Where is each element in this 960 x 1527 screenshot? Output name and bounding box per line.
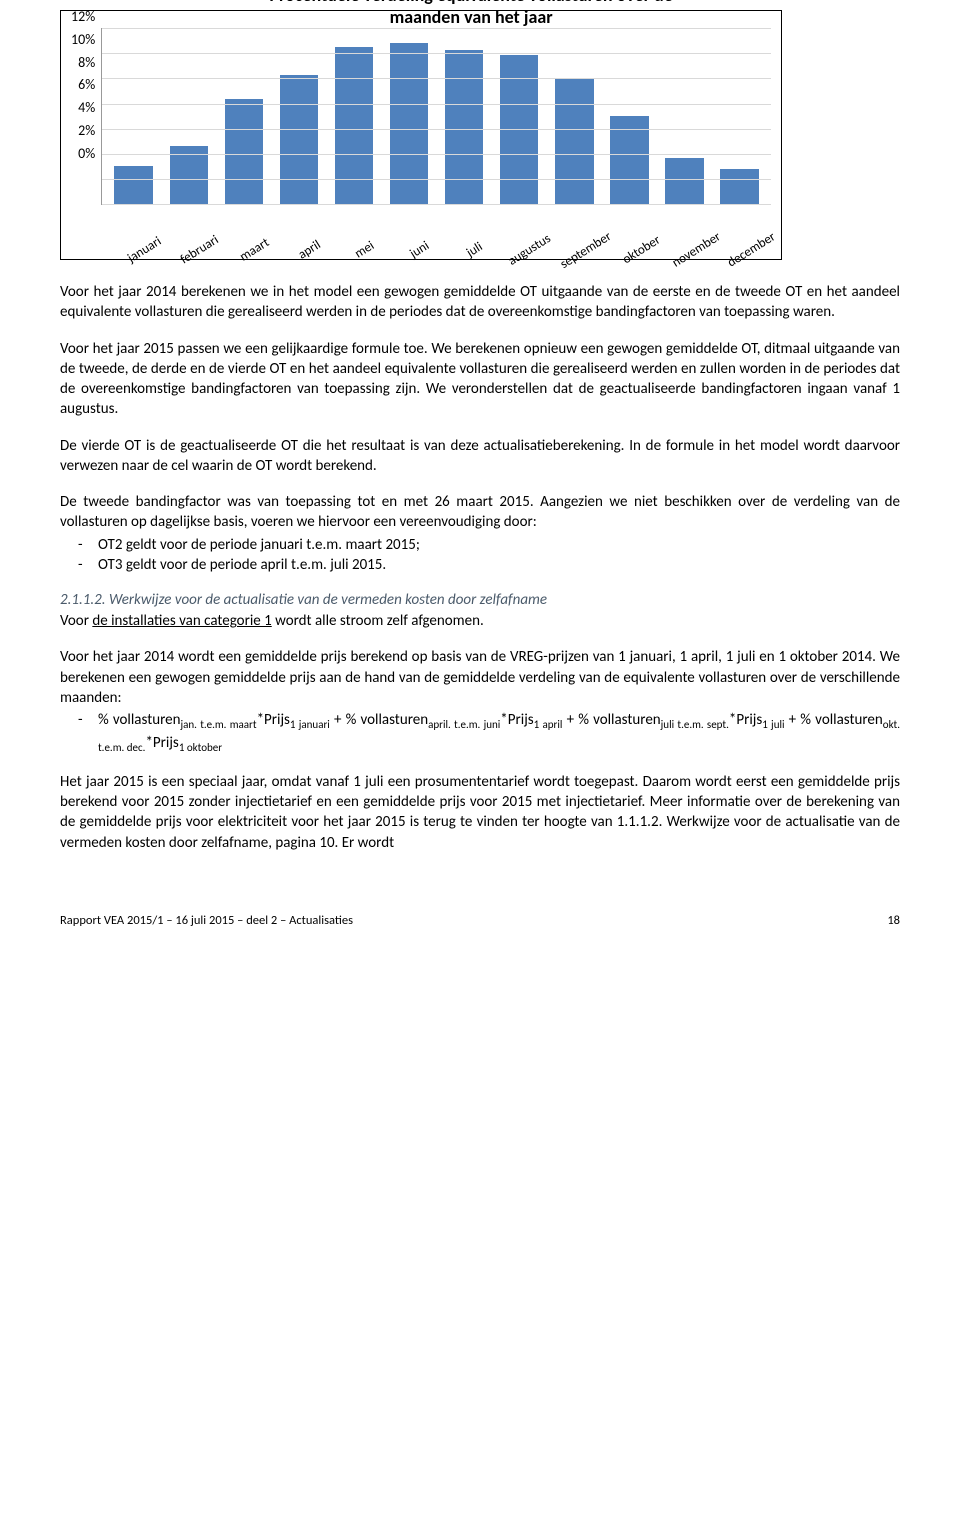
y-tick-label: 8% xyxy=(78,56,95,70)
bar-slot xyxy=(271,28,326,204)
y-tick-label: 2% xyxy=(78,124,95,138)
x-tick-label: augustus xyxy=(502,229,557,271)
subscript: 1 juli xyxy=(762,718,784,731)
x-tick-label: juli xyxy=(447,229,502,271)
page: 14% 12% 10% 8% 6% 4% 2% 0% Procentuele verdelin… xyxy=(0,0,960,968)
list-item: % vollasturenjan. t.e.m. maart*Prijs1 ja… xyxy=(98,710,900,756)
subscript: jan. t.e.m. maart xyxy=(180,718,256,731)
footer-page-number: 18 xyxy=(887,913,900,928)
gridline xyxy=(102,28,771,29)
chart-bar xyxy=(280,75,319,204)
chart-bar xyxy=(225,99,264,205)
paragraph: Voor het jaar 2014 wordt een gemiddelde … xyxy=(60,647,900,708)
paragraph: De tweede bandingfactor was van toepassi… xyxy=(60,492,900,533)
text: Voor xyxy=(60,612,92,630)
gridline xyxy=(102,104,771,105)
page-footer: Rapport VEA 2015/1 – 16 juli 2015 – deel… xyxy=(60,913,900,928)
chart-title: Procentuele verdeling equivalente vollas… xyxy=(171,0,771,28)
x-tick-label: september xyxy=(558,229,614,272)
chart-bar xyxy=(170,146,209,204)
underlined-text: de installaties van categorie 1 xyxy=(92,612,271,630)
bar-slot xyxy=(106,28,161,204)
text: *Prijs xyxy=(257,711,290,729)
gridline xyxy=(102,204,771,205)
text: *Prijs xyxy=(145,734,178,752)
x-tick-label: januari xyxy=(118,229,173,271)
bullet-list: OT2 geldt voor de periode januari t.e.m.… xyxy=(60,535,900,576)
chart-title-line2: maanden van het jaar xyxy=(390,6,553,28)
chart-container: 14%12%10%8%6%4%2%0% Procentuele verdelin… xyxy=(60,10,782,260)
bar-slot xyxy=(657,28,712,204)
chart-bar xyxy=(390,43,429,204)
x-tick-label: april xyxy=(282,229,337,271)
gridline xyxy=(102,179,771,180)
gridline xyxy=(102,129,771,130)
subscript: 1 oktober xyxy=(179,741,222,754)
bar-slot xyxy=(602,28,657,204)
text: *Prijs xyxy=(729,711,762,729)
x-tick-label: maart xyxy=(227,229,282,271)
section-heading: 2.1.1.2. Werkwijze voor de actualisatie … xyxy=(60,591,900,609)
text: wordt alle stroom zelf afgenomen. xyxy=(272,612,484,630)
x-tick-label: februari xyxy=(173,229,228,271)
gridline xyxy=(102,78,771,79)
x-axis-wrap: januarifebruarimaartaprilmeijunijuliaugu… xyxy=(101,205,771,253)
chart-area: 14% 12% 10% 8% 6% 4% 2% 0% Procentuele verdelin… xyxy=(71,0,771,253)
chart-bars xyxy=(102,28,771,204)
gridline xyxy=(102,154,771,155)
footer-left: Rapport VEA 2015/1 – 16 juli 2015 – deel… xyxy=(60,913,353,928)
x-tick-label: oktober xyxy=(614,229,669,271)
y-tick-label: 6% xyxy=(78,78,95,92)
x-axis: januarifebruarimaartaprilmeijunijuliaugu… xyxy=(101,205,771,222)
text: + % vollasturen xyxy=(330,711,428,729)
bar-slot xyxy=(216,28,271,204)
bar-slot xyxy=(161,28,216,204)
paragraph: Voor het jaar 2014 berekenen we in het m… xyxy=(60,282,900,323)
y-tick-label: 0% xyxy=(78,147,95,161)
paragraph: Het jaar 2015 is een speciaal jaar, omda… xyxy=(60,772,900,853)
bar-slot xyxy=(437,28,492,204)
chart-bar xyxy=(665,158,704,205)
text: *Prijs xyxy=(500,711,533,729)
y-tick-label: 10% xyxy=(71,33,95,47)
chart-bar xyxy=(720,169,759,204)
subscript: 1 januari xyxy=(290,718,330,731)
chart-bar xyxy=(335,47,374,204)
y-tick-label: 14% xyxy=(71,0,95,1)
y-tick-label: 12% xyxy=(71,10,95,24)
y-tick-label: 4% xyxy=(78,101,95,115)
x-tick-label: mei xyxy=(337,229,392,271)
bar-slot xyxy=(712,28,767,204)
bar-slot xyxy=(382,28,437,204)
chart-bar xyxy=(445,50,484,205)
list-item: OT3 geldt voor de periode april t.e.m. j… xyxy=(98,555,900,575)
paragraph: De vierde OT is de geactualiseerde OT di… xyxy=(60,436,900,477)
subscript: juli t.e.m. sept. xyxy=(661,718,729,731)
subscript: 1 april xyxy=(534,718,563,731)
gridline xyxy=(102,53,771,54)
x-tick-label: november xyxy=(669,229,724,271)
chart-plot xyxy=(101,28,771,205)
text: + % vollasturen xyxy=(562,711,660,729)
paragraph: Voor het jaar 2015 passen we een gelijka… xyxy=(60,339,900,420)
bar-slot xyxy=(326,28,381,204)
bar-slot xyxy=(492,28,547,204)
bar-slot xyxy=(547,28,602,204)
x-tick-label: juni xyxy=(392,229,447,271)
y-axis: 14% 12% 10% 8% 6% 4% 2% 0% xyxy=(71,0,101,161)
subscript: april. t.e.m. juni xyxy=(428,718,500,731)
list-item: OT2 geldt voor de periode januari t.e.m.… xyxy=(98,535,900,555)
chart-bar xyxy=(555,78,594,204)
text: + % vollasturen xyxy=(785,711,883,729)
text: % vollasturen xyxy=(98,711,180,729)
bullet-list: % vollasturenjan. t.e.m. maart*Prijs1 ja… xyxy=(60,710,900,756)
chart-bar xyxy=(114,166,153,204)
paragraph: Voor de installaties van categorie 1 wor… xyxy=(60,611,900,631)
plot-wrap: Procentuele verdeling equivalente vollas… xyxy=(101,0,771,253)
x-tick-label: december xyxy=(724,229,779,271)
